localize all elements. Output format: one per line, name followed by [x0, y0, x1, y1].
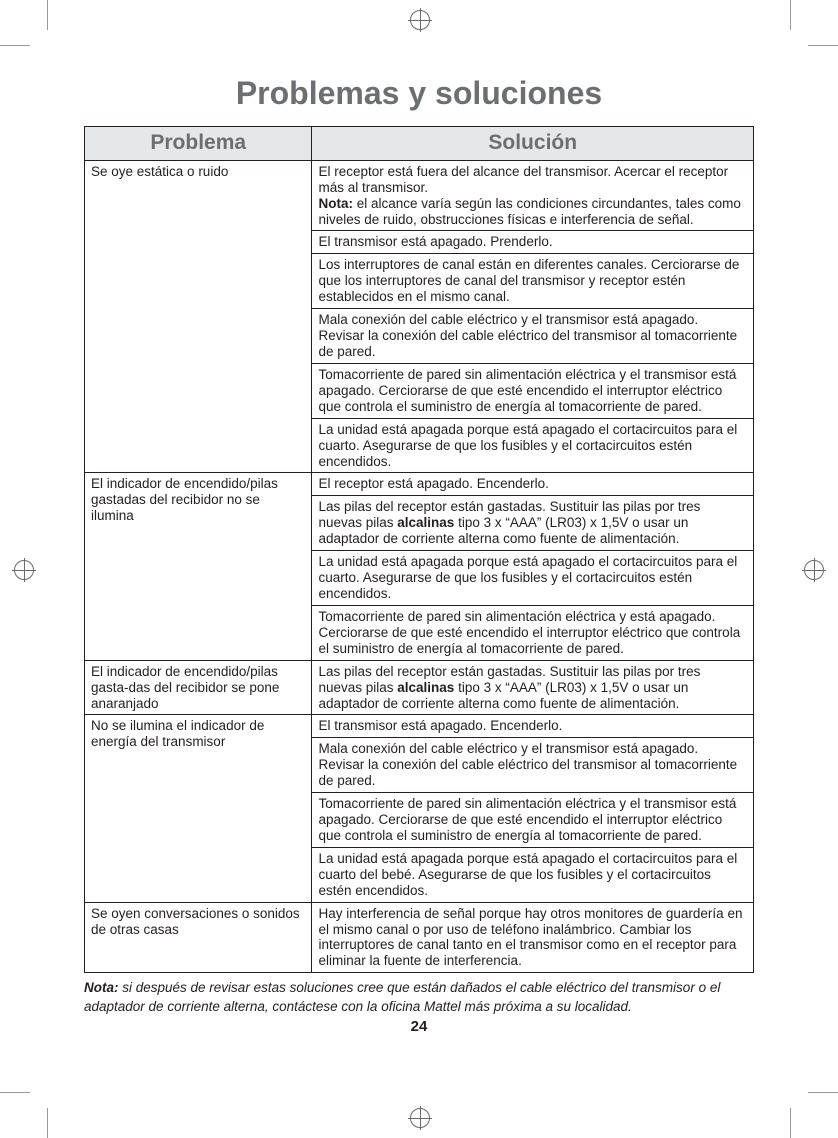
crop-mark: [0, 1092, 30, 1093]
solucion-cell: El transmisor está apagado. Encenderlo.: [312, 715, 754, 738]
solucion-cell: Tomacorriente de pared sin alimentación …: [312, 605, 754, 660]
solucion-cell: El transmisor está apagado. Prenderlo.: [312, 231, 754, 254]
solucion-cell: El receptor está fuera del alcance del t…: [312, 160, 754, 231]
solucion-cell: La unidad está apagada porque está apaga…: [312, 418, 754, 473]
solucion-cell: Mala conexión del cable eléctrico y el t…: [312, 738, 754, 793]
page-number: 24: [84, 1018, 754, 1035]
crop-mark: [808, 1092, 838, 1093]
crop-mark: [47, 1108, 48, 1138]
registration-mark-icon: [804, 560, 824, 580]
solucion-cell: Hay interferencia de señal porque hay ot…: [312, 902, 754, 973]
solucion-cell: El receptor está apagado. Encenderlo.: [312, 473, 754, 496]
problema-cell: Se oyen conversaciones o sonidos de otra…: [85, 902, 312, 973]
footnote: Nota: si después de revisar estas soluci…: [84, 979, 754, 1015]
problema-cell: Se oye estática o ruido: [85, 160, 312, 473]
header-problema: Problema: [85, 127, 312, 161]
crop-mark: [790, 0, 791, 30]
page: Problemas y soluciones Problema Solución…: [0, 0, 838, 1138]
solucion-cell: Las pilas del receptor están gastadas. S…: [312, 496, 754, 551]
problema-cell: El indicador de encendido/pilas gasta-da…: [85, 660, 312, 715]
troubleshooting-table: Problema Solución Se oye estática o ruid…: [84, 126, 754, 973]
solucion-cell: Tomacorriente de pared sin alimentación …: [312, 363, 754, 418]
footnote-text: si después de revisar estas soluciones c…: [84, 980, 720, 1013]
crop-mark: [808, 45, 838, 46]
solucion-cell: Tomacorriente de pared sin alimentación …: [312, 793, 754, 848]
solucion-cell: La unidad está apagada porque está apaga…: [312, 551, 754, 606]
solucion-cell: Mala conexión del cable eléctrico y el t…: [312, 309, 754, 364]
registration-mark-icon: [410, 1108, 430, 1128]
page-title: Problemas y soluciones: [84, 75, 754, 112]
registration-mark-icon: [410, 10, 430, 30]
header-solucion: Solución: [312, 127, 754, 161]
problema-cell: No se ilumina el indicador de energía de…: [85, 715, 312, 902]
footnote-label: Nota:: [84, 980, 119, 995]
crop-mark: [790, 1108, 791, 1138]
solucion-cell: La unidad está apagada porque está apaga…: [312, 847, 754, 902]
crop-mark: [0, 45, 30, 46]
problema-cell: El indicador de encendido/pilas gastadas…: [85, 473, 312, 660]
solucion-cell: Las pilas del receptor están gastadas. S…: [312, 660, 754, 715]
solucion-cell: Los interruptores de canal están en dife…: [312, 254, 754, 309]
crop-mark: [47, 0, 48, 30]
registration-mark-icon: [14, 560, 34, 580]
